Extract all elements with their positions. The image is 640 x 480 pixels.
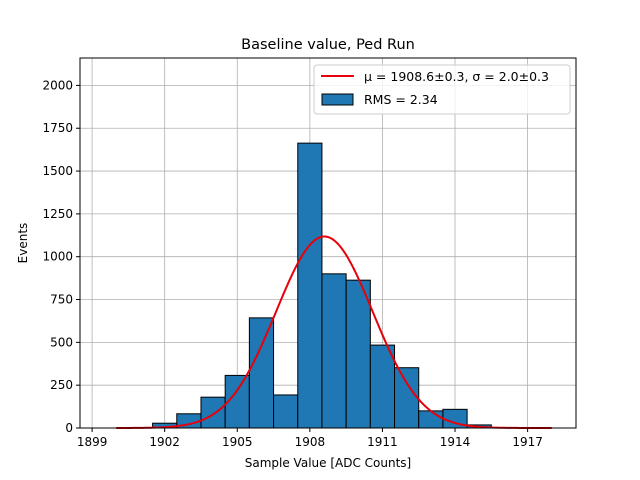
plot-frame bbox=[79, 57, 577, 429]
chart-title: Baseline value, Ped Run bbox=[241, 37, 415, 53]
histogram-bar bbox=[200, 396, 226, 429]
y-tick-label: 1500 bbox=[42, 164, 73, 178]
x-tick-label: 1908 bbox=[295, 435, 326, 449]
legend-hist-label: RMS = 2.34 bbox=[364, 92, 438, 107]
x-tick-label: 1917 bbox=[512, 435, 543, 449]
y-tick-label: 1250 bbox=[42, 207, 73, 221]
x-tick-label: 1911 bbox=[367, 435, 398, 449]
histogram-bar bbox=[345, 279, 371, 429]
y-tick-label: 750 bbox=[50, 293, 73, 307]
x-tick-label: 1899 bbox=[77, 435, 108, 449]
y-tick-label: 1750 bbox=[42, 121, 73, 135]
legend: μ = 1908.6±0.3, σ = 2.0±0.3 RMS = 2.34 bbox=[313, 64, 571, 115]
histogram-bar bbox=[394, 367, 420, 429]
x-tick-label: 1902 bbox=[149, 435, 180, 449]
histogram-bar bbox=[418, 410, 444, 429]
histogram-bar bbox=[273, 394, 299, 429]
y-tick-label: 2000 bbox=[42, 78, 73, 92]
x-axis-ticks: 1899 1902 1905 1908 1911 1914 1917 bbox=[77, 428, 543, 449]
x-tick-label: 1905 bbox=[222, 435, 253, 449]
y-axis-ticks: 0 250 500 750 1000 1250 1500 1750 2000 bbox=[42, 78, 80, 435]
legend-fit-label: μ = 1908.6±0.3, σ = 2.0±0.3 bbox=[364, 69, 549, 84]
y-axis-label: Events bbox=[16, 223, 30, 264]
legend-box bbox=[313, 64, 571, 115]
y-tick-label: 500 bbox=[50, 335, 73, 349]
x-tick-label: 1914 bbox=[440, 435, 471, 449]
x-axis-label: Sample Value [ADC Counts] bbox=[245, 456, 411, 470]
y-tick-label: 0 bbox=[65, 421, 73, 435]
histogram-bar bbox=[369, 344, 396, 429]
histogram-bar bbox=[248, 317, 275, 429]
gaussian-fit-curve bbox=[116, 235, 552, 429]
y-tick-label: 1000 bbox=[42, 250, 73, 264]
y-tick-label: 250 bbox=[50, 378, 73, 392]
histogram-bar bbox=[321, 273, 347, 429]
legend-hist-swatch bbox=[321, 93, 354, 106]
histogram-bar bbox=[297, 142, 323, 429]
